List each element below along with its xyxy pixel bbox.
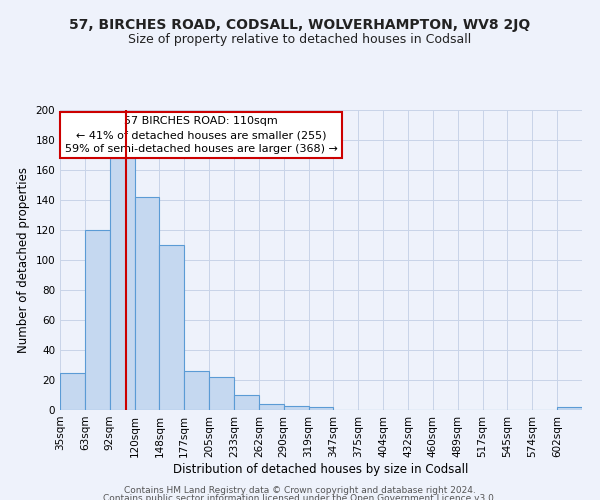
Bar (209, 377, 234, 410)
Bar (284, 406, 308, 410)
Bar (160, 245, 184, 410)
X-axis label: Distribution of detached houses by size in Codsall: Distribution of detached houses by size … (173, 462, 469, 475)
Text: Size of property relative to detached houses in Codsall: Size of property relative to detached ho… (128, 32, 472, 46)
Bar (184, 371, 209, 410)
Bar (85, 230, 110, 410)
Text: Contains HM Land Registry data © Crown copyright and database right 2024.: Contains HM Land Registry data © Crown c… (124, 486, 476, 495)
Text: Contains public sector information licensed under the Open Government Licence v3: Contains public sector information licen… (103, 494, 497, 500)
Bar (134, 197, 160, 410)
Text: 57 BIRCHES ROAD: 110sqm
← 41% of detached houses are smaller (255)
59% of semi-d: 57 BIRCHES ROAD: 110sqm ← 41% of detache… (65, 116, 337, 154)
Bar (259, 404, 284, 410)
Bar (60, 372, 85, 410)
Text: 57, BIRCHES ROAD, CODSALL, WOLVERHAMPTON, WV8 2JQ: 57, BIRCHES ROAD, CODSALL, WOLVERHAMPTON… (70, 18, 530, 32)
Bar (308, 407, 334, 410)
Bar (234, 395, 259, 410)
Bar (557, 407, 582, 410)
Bar (110, 158, 134, 410)
Y-axis label: Number of detached properties: Number of detached properties (17, 167, 30, 353)
